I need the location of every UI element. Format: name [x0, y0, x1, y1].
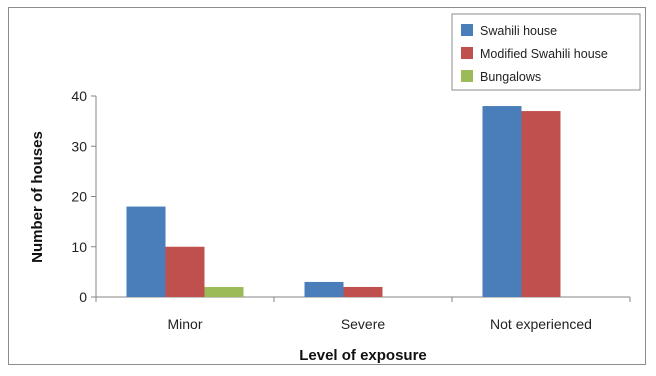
legend-swatch-1 — [461, 24, 473, 36]
legend-label-2: Modified Swahili house — [480, 47, 608, 61]
bars — [126, 106, 561, 297]
x-axis-title: Level of exposure — [299, 347, 427, 364]
bar-1-1 — [126, 206, 166, 297]
y-tick-label-3: 30 — [71, 138, 87, 154]
bar-2-2 — [343, 286, 383, 297]
bar-2-3 — [521, 111, 561, 297]
legend-label-3: Bungalows — [480, 70, 541, 84]
y-axis-title: Number of houses — [29, 131, 46, 263]
bar-2-1 — [165, 246, 205, 297]
y-tick-label-2: 20 — [71, 189, 87, 205]
y-tick-label-1: 10 — [71, 239, 87, 255]
x-tick-label-1: Severe — [341, 316, 386, 332]
legend: Swahili house Modified Swahili house Bunga… — [451, 13, 641, 91]
x-ticks: Minor Severe Not experienced — [95, 297, 631, 332]
bar-1-3 — [482, 106, 522, 297]
legend-swatch-2 — [461, 47, 473, 59]
y-tick-label-4: 40 — [71, 88, 87, 104]
bar-3-1 — [204, 286, 244, 297]
x-tick-label-2: Not experienced — [490, 316, 592, 332]
legend-swatch-3 — [461, 70, 473, 82]
y-ticks: 0 10 20 30 40 — [71, 88, 96, 305]
legend-box — [451, 13, 641, 91]
bar-1-2 — [304, 281, 344, 297]
x-tick-label-0: Minor — [167, 316, 202, 332]
y-tick-label-0: 0 — [79, 289, 87, 305]
legend-label-1: Swahili house — [480, 24, 557, 38]
